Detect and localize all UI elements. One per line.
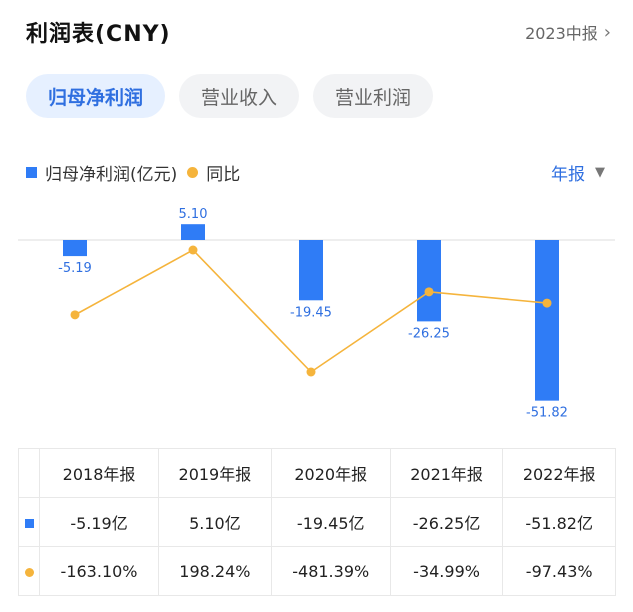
table-row-yoy: -163.10% 198.24% -481.39% -34.99% -97.43… xyxy=(18,546,616,596)
bar-2020年报[interactable] xyxy=(299,240,323,301)
yoy-point-2019年报[interactable] xyxy=(188,245,198,255)
tab-net-profit-parent[interactable]: 归母净利润 xyxy=(26,74,166,118)
table-header-cell: 2018年报 xyxy=(38,448,160,498)
table-header-cell: 2022年报 xyxy=(502,448,616,498)
table-header-cell: 2019年报 xyxy=(158,448,272,498)
chart-legend: 归母净利润(亿元) 同比 xyxy=(26,160,240,185)
table-cell: 198.24% xyxy=(158,546,272,596)
bar-2022年报[interactable] xyxy=(535,240,559,401)
table-row-profit: -5.19亿 5.10亿 -19.45亿 -26.25亿 -51.82亿 xyxy=(18,497,616,547)
table-cell: 5.10亿 xyxy=(158,497,272,547)
table-corner-cell xyxy=(18,448,40,498)
table-header-cell: 2020年报 xyxy=(270,448,391,498)
bar-series-marker xyxy=(18,497,40,547)
data-table: 2018年报 2019年报 2020年报 2021年报 2022年报 -5.19… xyxy=(18,448,616,596)
table-cell: -19.45亿 xyxy=(270,497,391,547)
table-cell: -26.25亿 xyxy=(389,497,504,547)
table-cell: -5.19亿 xyxy=(38,497,160,547)
page-title: 利润表(CNY) xyxy=(26,22,171,47)
metric-tabs: 归母净利润 营业收入 营业利润 xyxy=(26,74,434,118)
period-label: 2023中报 xyxy=(525,24,598,43)
bar-value-label: -19.45 xyxy=(290,305,332,320)
bar-value-label: -51.82 xyxy=(526,406,568,421)
frequency-label: 年报 xyxy=(551,165,585,185)
yoy-point-2018年报[interactable] xyxy=(70,310,80,320)
bar-2019年报[interactable] xyxy=(181,224,205,240)
bar-value-label: 5.10 xyxy=(179,207,208,222)
table-cell: -481.39% xyxy=(270,546,391,596)
frequency-dropdown[interactable]: 年报 ▼ xyxy=(551,160,605,185)
bar-value-label: -26.25 xyxy=(408,326,450,341)
yoy-point-2020年报[interactable] xyxy=(306,367,316,377)
table-cell: -51.82亿 xyxy=(502,497,616,547)
line-series-marker xyxy=(18,546,40,596)
bar-2021年报[interactable] xyxy=(417,240,441,322)
profit-chart: -5.19 5.10 -19.45 -26.25 -51.82 xyxy=(18,207,615,421)
table-cell: -97.43% xyxy=(502,546,616,596)
line-legend-label: 同比 xyxy=(206,165,241,185)
line-legend-marker xyxy=(187,167,199,178)
yoy-point-2022年报[interactable] xyxy=(542,298,552,308)
table-header-row: 2018年报 2019年报 2020年报 2021年报 2022年报 xyxy=(18,448,616,498)
bar-legend-label: 归母净利润(亿元) xyxy=(45,165,178,185)
bar-value-label: -5.19 xyxy=(58,261,92,276)
bar-legend-marker xyxy=(26,167,37,178)
table-header-cell: 2021年报 xyxy=(389,448,504,498)
caret-down-icon: ▼ xyxy=(595,165,605,180)
period-selector[interactable]: 2023中报 › xyxy=(525,20,611,44)
bar-2018年报[interactable] xyxy=(63,240,87,257)
chevron-right-icon: › xyxy=(603,21,611,43)
yoy-point-2021年报[interactable] xyxy=(424,287,434,297)
tab-operating-profit[interactable]: 营业利润 xyxy=(313,74,434,118)
table-cell: -163.10% xyxy=(38,546,160,596)
tab-revenue[interactable]: 营业收入 xyxy=(179,74,300,118)
table-cell: -34.99% xyxy=(389,546,504,596)
